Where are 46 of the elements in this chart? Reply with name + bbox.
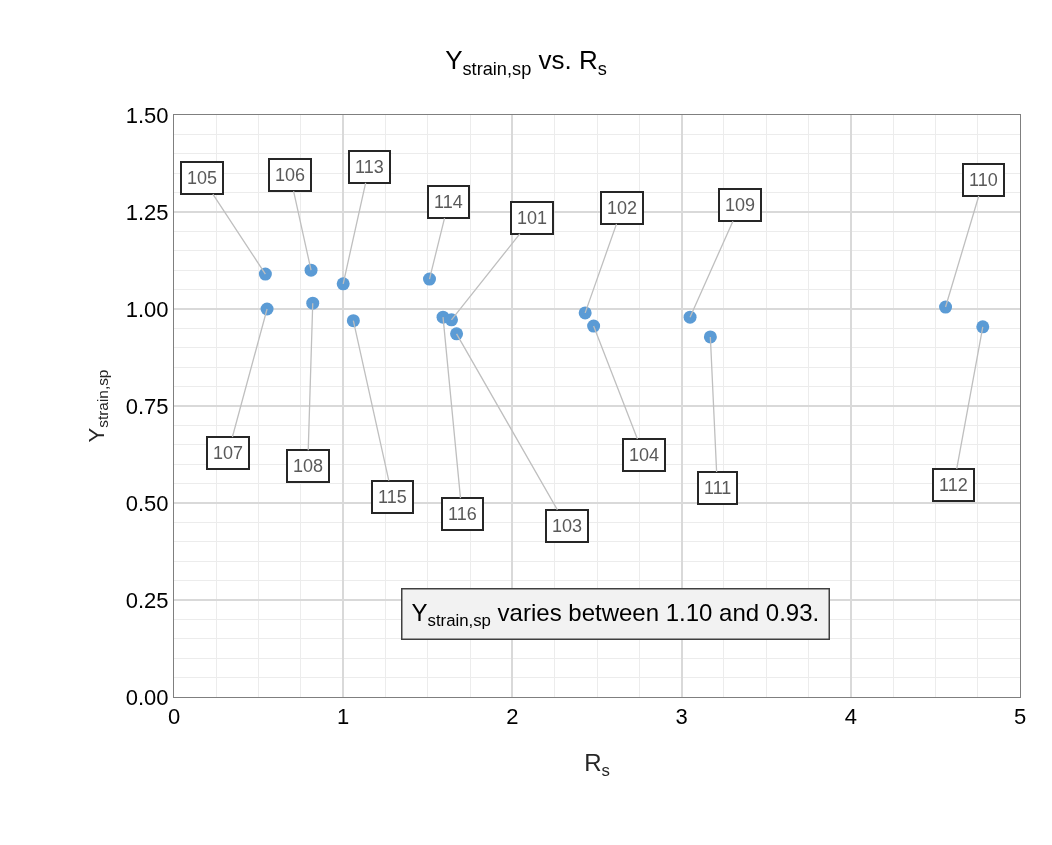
point [703, 330, 717, 344]
y-tick-label: 0.50 [125, 490, 169, 516]
y-tick-label: 0.00 [125, 684, 169, 710]
x-tick-label: 1 [337, 704, 350, 730]
annotation: 112 [939, 475, 968, 495]
annotation: 104 [629, 445, 660, 465]
x-tick-label: 4 [844, 704, 857, 730]
y-tick-label: 1.25 [125, 199, 169, 225]
point [939, 300, 953, 314]
annotation: 113 [355, 157, 384, 177]
point [683, 310, 697, 324]
text: varies between 1.10 and 0.93. [497, 598, 820, 626]
point [258, 267, 272, 281]
point [976, 320, 990, 334]
annotation: 115 [378, 487, 407, 507]
annotation: 103 [552, 516, 583, 536]
annotation: 105 [187, 168, 218, 188]
x-tick-label: 0 [167, 704, 181, 730]
point [445, 313, 458, 327]
annotation: 107 [213, 443, 244, 463]
annotation: 110 [969, 170, 998, 190]
y-tick-label: 1.00 [125, 296, 169, 322]
point [306, 296, 320, 310]
annotation: 102 [607, 198, 638, 218]
point [587, 319, 601, 333]
x-axis-title: R$_{s}$ [584, 748, 610, 780]
point [423, 272, 436, 286]
y-axis-title: Y$_{strain,sp}$ [411, 598, 491, 630]
chart-title: Y$_{strain,sp}$ vs. R$_{s}$ [445, 45, 607, 79]
annotation: 114 [434, 192, 463, 212]
y-tick-label: 1.50 [125, 102, 169, 128]
point [450, 327, 464, 341]
y-tick-label: 0.25 [125, 587, 169, 613]
x-tick-label: 5 [1013, 704, 1027, 730]
point [346, 314, 360, 328]
x-tick-label: 3 [675, 704, 688, 730]
point [578, 306, 592, 320]
annotation: 116 [448, 504, 477, 524]
y-tick-label: 0.75 [125, 393, 169, 419]
point [336, 277, 350, 291]
annotation: 108 [293, 456, 324, 476]
annotation: 109 [725, 195, 756, 215]
annotation: 106 [275, 165, 306, 185]
annotation: 111 [704, 478, 732, 498]
x-tick-label: 2 [506, 704, 519, 730]
annotation: 101 [517, 208, 548, 228]
